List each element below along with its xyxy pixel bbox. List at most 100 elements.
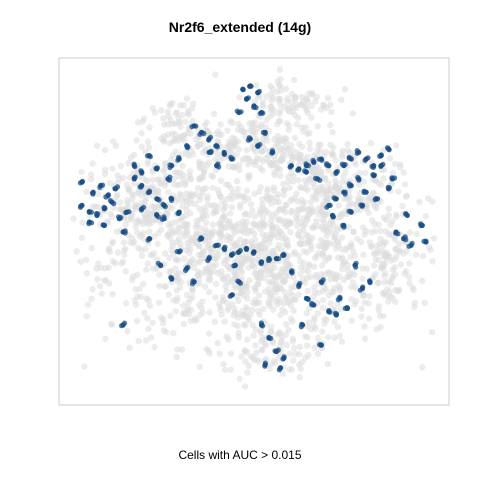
highlighted-point bbox=[331, 195, 337, 201]
background-point bbox=[87, 176, 95, 183]
background-point bbox=[215, 190, 223, 197]
background-point bbox=[335, 190, 343, 197]
highlighted-point bbox=[386, 147, 392, 153]
highlighted-point bbox=[386, 185, 393, 191]
background-point bbox=[186, 168, 194, 175]
background-point bbox=[419, 364, 426, 371]
background-point bbox=[323, 316, 330, 324]
background-point bbox=[196, 363, 203, 371]
background-point bbox=[177, 180, 184, 188]
background-point bbox=[277, 172, 284, 179]
background-point bbox=[169, 152, 177, 159]
background-point bbox=[289, 178, 297, 185]
background-point bbox=[304, 287, 311, 295]
background-point bbox=[243, 147, 250, 154]
highlighted-point bbox=[341, 224, 347, 230]
highlighted-point bbox=[235, 278, 241, 284]
background-point bbox=[339, 178, 346, 186]
background-point bbox=[330, 151, 337, 159]
background-point bbox=[250, 332, 257, 339]
background-point bbox=[174, 278, 181, 286]
background-point bbox=[134, 216, 141, 224]
background-point bbox=[319, 223, 326, 230]
background-point bbox=[256, 292, 263, 299]
highlighted-point bbox=[212, 243, 218, 249]
background-point bbox=[278, 155, 285, 162]
background-point bbox=[335, 238, 342, 246]
background-point bbox=[348, 317, 355, 324]
background-point bbox=[292, 93, 299, 101]
background-point bbox=[268, 103, 275, 111]
background-point bbox=[372, 177, 379, 184]
background-point bbox=[338, 234, 346, 241]
highlighted-point bbox=[77, 204, 84, 210]
background-point bbox=[347, 200, 354, 207]
highlighted-point bbox=[90, 191, 96, 197]
background-point bbox=[393, 142, 400, 149]
background-point bbox=[135, 188, 142, 195]
background-point bbox=[410, 286, 417, 294]
background-point bbox=[324, 360, 332, 368]
background-point bbox=[431, 235, 438, 242]
background-point bbox=[294, 207, 301, 214]
background-point bbox=[388, 279, 395, 286]
background-point bbox=[206, 309, 213, 316]
background-point bbox=[335, 202, 342, 209]
highlighted-point bbox=[105, 192, 111, 198]
background-point bbox=[106, 179, 114, 187]
background-point bbox=[331, 334, 338, 341]
background-point bbox=[313, 188, 320, 195]
background-point bbox=[310, 224, 317, 231]
highlighted-point bbox=[303, 161, 309, 167]
background-point bbox=[394, 287, 401, 294]
background-point bbox=[130, 151, 138, 159]
background-point bbox=[370, 262, 378, 269]
background-point bbox=[281, 259, 288, 266]
highlighted-point bbox=[327, 309, 333, 315]
background-point bbox=[340, 173, 347, 180]
highlighted-point bbox=[296, 167, 302, 173]
background-point bbox=[128, 216, 135, 223]
background-point bbox=[78, 168, 85, 176]
background-point bbox=[283, 341, 290, 348]
highlighted-point bbox=[185, 264, 191, 270]
background-point bbox=[157, 314, 165, 321]
background-point bbox=[253, 349, 260, 357]
background-point bbox=[334, 323, 342, 331]
background-point bbox=[109, 238, 117, 245]
background-point bbox=[263, 355, 270, 363]
background-point bbox=[239, 313, 246, 320]
background-point bbox=[242, 304, 250, 311]
background-point bbox=[278, 146, 285, 153]
background-point bbox=[326, 185, 333, 192]
highlighted-point bbox=[297, 280, 303, 286]
highlighted-point bbox=[176, 210, 182, 216]
background-point bbox=[288, 98, 295, 106]
background-point bbox=[223, 143, 231, 150]
background-point bbox=[268, 323, 275, 330]
background-point bbox=[89, 160, 96, 167]
background-point bbox=[183, 227, 190, 235]
background-point bbox=[255, 253, 263, 260]
background-point bbox=[232, 222, 239, 230]
background-point bbox=[427, 246, 434, 253]
background-point bbox=[166, 140, 173, 147]
background-point bbox=[166, 254, 173, 261]
background-point bbox=[330, 288, 337, 295]
background-point bbox=[274, 165, 281, 172]
background-point bbox=[277, 217, 285, 224]
background-point bbox=[210, 110, 218, 118]
background-point bbox=[182, 212, 190, 219]
highlighted-point bbox=[245, 95, 251, 101]
background-point bbox=[302, 124, 309, 131]
background-point bbox=[318, 168, 325, 175]
background-point bbox=[161, 250, 169, 257]
background-point bbox=[418, 277, 426, 284]
background-point bbox=[196, 205, 203, 212]
background-point bbox=[106, 280, 113, 287]
background-point bbox=[114, 172, 121, 179]
highlighted-point bbox=[377, 153, 383, 159]
background-point bbox=[182, 118, 189, 125]
background-point bbox=[275, 199, 283, 206]
background-point bbox=[306, 129, 313, 136]
